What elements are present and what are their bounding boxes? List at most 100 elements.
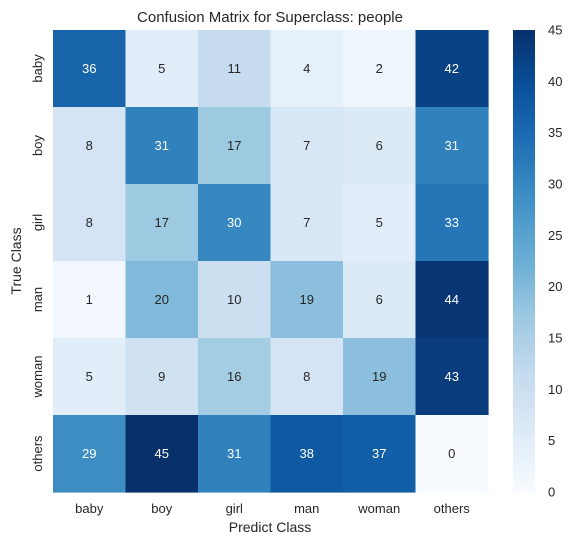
cell-value-label: 8 [303, 369, 310, 384]
heatmap-cell [53, 415, 127, 493]
cell-value-label: 8 [86, 215, 93, 230]
heatmap-cell [415, 261, 489, 339]
heatmap-cell [198, 415, 272, 493]
cell-value-label: 2 [376, 61, 383, 76]
cell-value-label: 30 [227, 215, 241, 230]
chart-title: Confusion Matrix for Superclass: people [137, 9, 403, 26]
cell-value-label: 8 [86, 138, 93, 153]
y-tick-label: man [30, 287, 45, 312]
heatmap-cells: 36 5 11 4 2 428 31 17 7 6 318 17 30 7 5 331 20 10 19 6 445 9 1… [53, 30, 489, 493]
heatmap-cell [53, 184, 127, 262]
heatmap-cell [125, 338, 199, 416]
x-tick-label: woman [357, 501, 400, 516]
colorbar-tick-label: 40 [548, 74, 562, 89]
x-axis-label: Predict Class [229, 519, 311, 535]
heatmap-cell [270, 338, 344, 416]
heatmap-cell [415, 338, 489, 416]
cell-value-label: 4 [303, 61, 310, 76]
colorbar-tick-label: 45 [548, 23, 562, 38]
cell-value-label: 1 [86, 292, 93, 307]
cell-value-label: 42 [445, 61, 459, 76]
heatmap-cell [125, 261, 199, 339]
cell-value-label: 31 [445, 138, 459, 153]
heatmap-cell [343, 30, 417, 108]
cell-value-label: 19 [372, 369, 386, 384]
heatmap-cell [53, 338, 127, 416]
heatmap-cell [198, 107, 272, 185]
colorbar-tick-label: 5 [548, 433, 555, 448]
colorbar-tick-label: 10 [548, 382, 562, 397]
heatmap-cell [343, 184, 417, 262]
heatmap-cell [415, 30, 489, 108]
colorbar-tick-label: 35 [548, 125, 562, 140]
heatmap-cell [53, 30, 127, 108]
heatmap-cell [415, 107, 489, 185]
heatmap-cell [125, 415, 199, 493]
cell-value-label: 43 [445, 369, 459, 384]
cell-value-label: 17 [155, 215, 169, 230]
y-tick-label: baby [30, 54, 45, 83]
heatmap-cell [125, 184, 199, 262]
cell-value-label: 31 [227, 446, 241, 461]
heatmap-cell [270, 30, 344, 108]
colorbar-tick-label: 30 [548, 177, 562, 192]
y-tick-labels: baby boy girl man woman others [30, 54, 45, 472]
x-tick-label: baby [75, 501, 104, 516]
cell-value-label: 45 [155, 446, 169, 461]
cell-value-label: 16 [227, 369, 241, 384]
heatmap-cell [198, 184, 272, 262]
heatmap-cell [415, 415, 489, 493]
y-tick-label: boy [30, 135, 45, 156]
cell-value-label: 17 [227, 138, 241, 153]
cell-value-label: 33 [445, 215, 459, 230]
heatmap-cell [343, 415, 417, 493]
x-tick-label: others [434, 501, 471, 516]
cell-value-label: 31 [155, 138, 169, 153]
colorbar: 0 5 10 15 20 25 30 35 40 45 [513, 23, 562, 500]
heatmap-cell [53, 261, 127, 339]
heatmap-cell [343, 338, 417, 416]
cell-value-label: 38 [300, 446, 314, 461]
cell-value-label: 5 [376, 215, 383, 230]
heatmap-cell [53, 107, 127, 185]
heatmap-cell [198, 261, 272, 339]
x-tick-labels: baby boy girl man woman others [75, 501, 470, 516]
cell-value-label: 44 [445, 292, 459, 307]
y-tick-label: others [30, 435, 45, 472]
cell-value-label: 10 [227, 292, 241, 307]
heatmap-cell [270, 261, 344, 339]
cell-value-label: 7 [303, 215, 310, 230]
x-tick-label: man [294, 501, 319, 516]
cell-value-label: 20 [155, 292, 169, 307]
colorbar-tick-label: 0 [548, 485, 555, 500]
cell-value-label: 19 [300, 292, 314, 307]
heatmap-cell [125, 107, 199, 185]
y-tick-label: girl [30, 214, 45, 231]
cell-value-label: 5 [86, 369, 93, 384]
colorbar-gradient [513, 30, 535, 492]
x-tick-label: girl [226, 501, 243, 516]
colorbar-tick-label: 25 [548, 228, 562, 243]
heatmap-cell [343, 261, 417, 339]
heatmap-cell [415, 184, 489, 262]
y-tick-label: woman [30, 356, 45, 399]
cell-value-label: 9 [158, 369, 165, 384]
cell-value-label: 37 [372, 446, 386, 461]
cell-value-label: 0 [448, 446, 455, 461]
cell-value-label: 29 [82, 446, 96, 461]
cell-value-label: 6 [376, 138, 383, 153]
cell-value-label: 11 [228, 61, 242, 76]
y-axis-label: True Class [8, 227, 24, 294]
heatmap-cell [270, 184, 344, 262]
colorbar-tick-label: 20 [548, 279, 562, 294]
cell-value-label: 7 [303, 138, 310, 153]
heatmap-cell [270, 107, 344, 185]
heatmap-cell [198, 30, 272, 108]
cell-value-label: 36 [82, 61, 96, 76]
heatmap-cell [198, 338, 272, 416]
heatmap-cell [343, 107, 417, 185]
heatmap-cell [270, 415, 344, 493]
colorbar-tick-label: 15 [548, 331, 562, 346]
